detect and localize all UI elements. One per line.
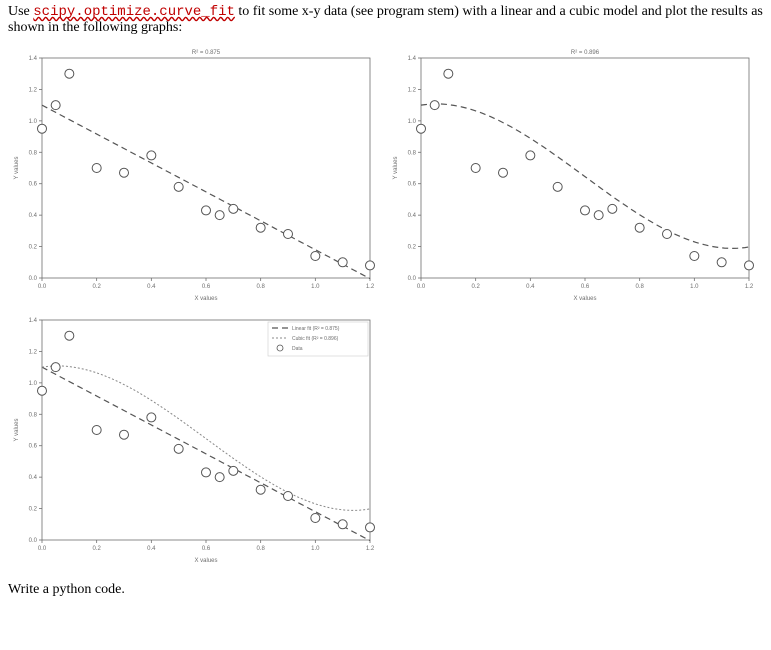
svg-text:1.2: 1.2 — [366, 284, 375, 290]
svg-text:Y values: Y values — [14, 419, 20, 442]
chart-linear: R² = 0.875 0.0 0.2 0.4 0.6 0.8 1.0 1.2 0.0 0.2 0.4… — [8, 44, 378, 304]
svg-text:0.4: 0.4 — [29, 475, 38, 481]
svg-text:0.0: 0.0 — [416, 284, 425, 290]
svg-text:1.2: 1.2 — [29, 349, 38, 355]
svg-text:Linear fit (R² = 0.875): Linear fit (R² = 0.875) — [292, 326, 340, 332]
svg-text:0.6: 0.6 — [202, 546, 211, 552]
footer-text: Write a python code. — [8, 582, 125, 597]
svg-text:0.4: 0.4 — [29, 213, 38, 219]
svg-text:0.0: 0.0 — [29, 538, 38, 544]
svg-text:0.6: 0.6 — [29, 444, 38, 450]
svg-text:0.8: 0.8 — [256, 546, 265, 552]
svg-text:0.6: 0.6 — [580, 284, 589, 290]
svg-text:0.4: 0.4 — [147, 284, 156, 290]
svg-text:X values: X values — [194, 296, 217, 302]
svg-text:1.2: 1.2 — [29, 87, 38, 93]
svg-text:0.2: 0.2 — [92, 546, 101, 552]
svg-text:1.0: 1.0 — [29, 381, 38, 387]
chart-both: 0.0 0.2 0.4 0.6 0.8 1.0 1.2 0.0 0.2 0.4 0.6 0.8 1.0 1… — [8, 306, 378, 566]
footer-paragraph: Write a python code. — [0, 570, 771, 606]
svg-text:1.0: 1.0 — [407, 119, 416, 125]
chart-cubic: R² = 0.896 0.0 0.2 0.4 0.6 0.8 1.0 1.2 0.0 0.2 0.4… — [387, 44, 757, 304]
svg-text:0.8: 0.8 — [635, 284, 644, 290]
svg-text:1.0: 1.0 — [29, 119, 38, 125]
svg-text:1.0: 1.0 — [311, 284, 320, 290]
svg-text:0.0: 0.0 — [29, 276, 38, 282]
intro-text-pre: Use — [8, 4, 33, 19]
svg-text:Y values: Y values — [393, 157, 399, 180]
svg-text:0.0: 0.0 — [38, 284, 47, 290]
svg-text:0.2: 0.2 — [29, 245, 38, 251]
svg-text:X values: X values — [194, 558, 217, 564]
svg-text:0.6: 0.6 — [29, 182, 38, 188]
svg-text:Data: Data — [292, 346, 303, 352]
svg-text:R² = 0.896: R² = 0.896 — [570, 50, 599, 56]
svg-text:1.0: 1.0 — [690, 284, 699, 290]
svg-text:0.2: 0.2 — [92, 284, 101, 290]
svg-text:1.4: 1.4 — [407, 56, 416, 62]
svg-text:1.0: 1.0 — [311, 546, 320, 552]
svg-text:1.2: 1.2 — [744, 284, 753, 290]
svg-text:0.4: 0.4 — [526, 284, 535, 290]
svg-text:0.8: 0.8 — [29, 150, 38, 156]
svg-text:0.2: 0.2 — [471, 284, 480, 290]
svg-text:0.6: 0.6 — [407, 182, 416, 188]
svg-text:0.2: 0.2 — [407, 245, 416, 251]
svg-text:0.4: 0.4 — [147, 546, 156, 552]
svg-text:0.0: 0.0 — [38, 546, 47, 552]
svg-text:0.8: 0.8 — [256, 284, 265, 290]
svg-text:X values: X values — [573, 296, 596, 302]
svg-text:Y values: Y values — [14, 157, 20, 180]
svg-text:R² = 0.875: R² = 0.875 — [192, 50, 221, 56]
svg-text:1.2: 1.2 — [407, 87, 416, 93]
svg-text:0.4: 0.4 — [407, 213, 416, 219]
chart-linear-box: R² = 0.875 0.0 0.2 0.4 0.6 0.8 1.0 1.2 0.0 0.2 0.4… — [8, 44, 385, 304]
svg-text:Cubic fit (R² = 0.896): Cubic fit (R² = 0.896) — [292, 336, 339, 342]
svg-text:0.0: 0.0 — [407, 276, 416, 282]
intro-code: scipy.optimize.curve_fit — [33, 4, 235, 20]
svg-text:0.8: 0.8 — [29, 412, 38, 418]
svg-text:1.2: 1.2 — [366, 546, 375, 552]
intro-paragraph: Use scipy.optimize.curve_fit to fit some… — [0, 0, 771, 40]
svg-text:1.4: 1.4 — [29, 56, 38, 62]
chart-both-box: 0.0 0.2 0.4 0.6 0.8 1.0 1.2 0.0 0.2 0.4 0.6 0.8 1.0 1… — [8, 306, 385, 566]
svg-text:1.4: 1.4 — [29, 318, 38, 324]
svg-text:0.8: 0.8 — [407, 150, 416, 156]
chart-cubic-box: R² = 0.896 0.0 0.2 0.4 0.6 0.8 1.0 1.2 0.0 0.2 0.4… — [387, 44, 764, 304]
svg-text:0.6: 0.6 — [202, 284, 211, 290]
charts-grid: R² = 0.875 0.0 0.2 0.4 0.6 0.8 1.0 1.2 0.0 0.2 0.4… — [0, 40, 771, 570]
svg-text:0.2: 0.2 — [29, 507, 38, 513]
